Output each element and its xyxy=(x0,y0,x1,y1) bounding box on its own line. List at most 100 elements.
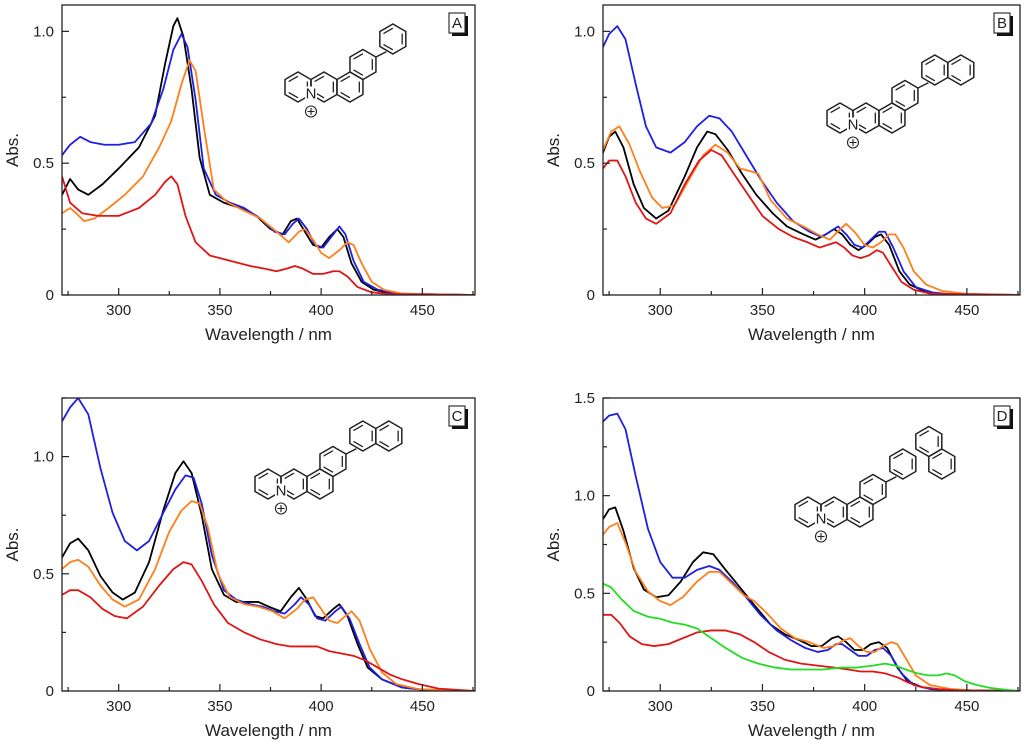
substituent-ring-1 xyxy=(889,448,917,480)
series-line-orange xyxy=(62,59,475,295)
substituent-ring-1-double-bond xyxy=(353,440,364,448)
series-line-orange xyxy=(603,522,1020,691)
panel-label-box xyxy=(448,12,466,34)
nitrogen-bg xyxy=(304,86,317,101)
plot-frame xyxy=(61,397,476,692)
molecular-structure-d: N xyxy=(794,425,956,543)
y-tick-label: 0 xyxy=(46,683,54,700)
substituent-ring-1-double-bond xyxy=(893,452,904,460)
x-tick-label: 400 xyxy=(309,698,334,715)
y-axis-title: Abs. xyxy=(3,527,22,561)
molecular-structure-a: N xyxy=(284,23,407,118)
series-line-black xyxy=(62,460,475,691)
substituent-ring-2 xyxy=(947,54,975,86)
series-line-red xyxy=(62,561,475,691)
series-line-blue xyxy=(62,33,475,295)
x-axis-title: Wavelength / nm xyxy=(748,325,875,344)
panel-label-box xyxy=(448,405,466,427)
y-tick-label: 0 xyxy=(46,287,54,304)
panel-b: 300 350 400 450 0 0.5 1.0 Wavelength / nm Abs. B N xyxy=(544,4,1021,344)
series-line-blue xyxy=(603,412,1020,691)
positive-charge-icon xyxy=(846,136,860,149)
plot-frame xyxy=(61,4,476,296)
x-tick-label: 300 xyxy=(648,302,673,319)
substituent-ring-3-double-bond xyxy=(932,468,943,476)
substituent-ring-2-double-bond xyxy=(379,424,390,432)
y-tick-label: 0.5 xyxy=(574,585,595,602)
core-ring-4-double-bond xyxy=(323,450,334,457)
x-tick-label: 400 xyxy=(852,302,877,319)
x-tick-label: 450 xyxy=(410,302,435,319)
y-tick-label: 1.0 xyxy=(33,23,54,40)
substituent-bond xyxy=(345,448,357,455)
nitrogen-atom-label: N xyxy=(276,483,287,500)
substituent-ring-3-double-bond xyxy=(932,452,943,460)
y-tick-label: 1.0 xyxy=(574,488,595,505)
substituent-ring-1-double-bond xyxy=(925,58,936,66)
series-line-blue xyxy=(603,25,1020,295)
core-ring-2-double-bond xyxy=(284,472,295,480)
substituent-ring-1-double-bond xyxy=(353,424,364,432)
nitrogen-bg xyxy=(814,511,827,526)
series-line-orange xyxy=(62,500,475,691)
core-ring-2-double-bond xyxy=(314,75,325,83)
series-line-black xyxy=(603,506,1020,691)
x-tick-label: 350 xyxy=(750,302,775,319)
core-ring-4-double-bond xyxy=(895,100,906,107)
core-ring-1-double-bond xyxy=(830,106,841,114)
x-tick-label: 450 xyxy=(410,698,435,715)
y-tick-label: 1.5 xyxy=(574,390,595,407)
y-tick-label: 0 xyxy=(587,287,595,304)
nitrogen-atom-label: N xyxy=(848,117,859,134)
panel-d: 300 350 400 450 0 0.5 1.0 1.5 Wavelength / nm Abs… xyxy=(544,390,1021,740)
x-axis-title: Wavelength / nm xyxy=(748,721,875,740)
core-ring-1-double-bond xyxy=(830,122,841,130)
panel-a: 300 350 400 450 0 0.5 1.0 Wavelength / nm Abs. A N xyxy=(3,4,476,344)
core-ring-4 xyxy=(349,48,377,81)
panel-label-text: B xyxy=(997,15,1007,32)
series-line-red xyxy=(62,175,475,295)
core-ring-4-double-bond xyxy=(863,494,874,501)
substituent-bond xyxy=(885,476,897,483)
series-line-green xyxy=(603,582,1020,691)
substituent-ring-2-double-bond xyxy=(951,58,962,66)
core-ring-1-double-bond xyxy=(288,91,299,99)
core-ring-1-double-bond xyxy=(258,488,269,496)
core-ring-4 xyxy=(859,473,887,506)
substituent-bond xyxy=(375,51,387,58)
y-tick-label: 1.0 xyxy=(574,23,595,40)
substituent-ring-1-double-bond xyxy=(383,43,394,51)
core-ring-4 xyxy=(891,79,919,112)
core-ring-3-double-bond xyxy=(882,106,893,114)
panel-label-box xyxy=(993,405,1011,427)
substituent-ring-1 xyxy=(379,23,407,55)
core-ring-4-double-bond xyxy=(895,84,906,91)
substituent-ring-1-double-bond xyxy=(925,74,936,82)
molecular-structure-b: N xyxy=(826,54,975,149)
series-line-orange xyxy=(603,125,1020,295)
positive-charge-icon xyxy=(814,530,828,543)
nitrogen-bg xyxy=(274,483,287,498)
x-axis-title: Wavelength / nm xyxy=(205,325,332,344)
substituent-ring-1-double-bond xyxy=(383,27,394,35)
core-ring-4-double-bond xyxy=(863,478,874,485)
core-ring-4-double-bond xyxy=(353,69,364,76)
plot-frame xyxy=(602,397,1021,692)
substituent-ring-2-double-bond xyxy=(919,446,930,453)
core-ring-3-double-bond xyxy=(340,91,351,99)
y-axis-title: Abs. xyxy=(544,527,563,561)
panel-label-text: D xyxy=(997,408,1008,425)
nitrogen-atom-label: N xyxy=(306,86,317,103)
core-ring-1-double-bond xyxy=(258,472,269,480)
y-tick-label: 0.5 xyxy=(574,155,595,172)
x-tick-label: 400 xyxy=(309,302,334,319)
x-tick-label: 400 xyxy=(852,698,877,715)
x-tick-label: 350 xyxy=(207,302,232,319)
substituent-ring-2-double-bond xyxy=(919,430,930,437)
core-ring-2-double-bond xyxy=(824,500,835,508)
y-tick-label: 0.5 xyxy=(33,155,54,172)
core-ring-4-double-bond xyxy=(323,466,334,473)
substituent-ring-3 xyxy=(928,448,956,480)
series-line-blue xyxy=(62,398,475,691)
